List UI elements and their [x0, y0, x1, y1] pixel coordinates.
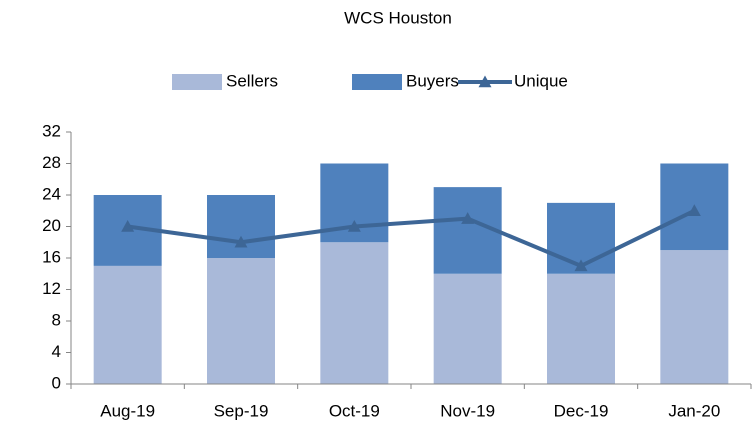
bar [207, 258, 275, 384]
bar [207, 195, 275, 258]
bar [433, 273, 502, 384]
bar [433, 187, 502, 274]
line-marker [234, 235, 248, 248]
line-marker [121, 220, 135, 232]
x-tick-label: Jan-20 [668, 401, 720, 420]
y-tick-label: 24 [42, 184, 61, 203]
y-tick-label: 8 [52, 310, 61, 329]
x-tick-label: Nov-19 [440, 401, 495, 420]
x-tick-label: Sep-19 [214, 401, 269, 420]
y-tick-label: 12 [42, 279, 61, 298]
bar [660, 250, 729, 384]
line-marker [687, 204, 701, 216]
chart-title: WCS Houston [344, 8, 452, 27]
y-tick-label: 28 [42, 153, 61, 172]
y-tick-label: 16 [42, 247, 61, 266]
line-series [127, 208, 696, 268]
x-tick-label: Dec-19 [554, 401, 609, 420]
legend-label: Unique [514, 71, 568, 90]
y-tick-label: 20 [42, 216, 61, 235]
y-tick-label: 32 [42, 121, 61, 140]
line-marker [347, 220, 361, 232]
legend-marker [478, 75, 492, 88]
bar [93, 265, 162, 384]
y-tick-label: 0 [52, 373, 61, 392]
legend-label: Sellers [226, 71, 278, 90]
legend-label: Buyers [406, 71, 459, 90]
y-tick-label: 4 [52, 342, 61, 361]
line-marker [574, 259, 588, 272]
bar [547, 273, 615, 384]
legend-swatch [352, 74, 402, 90]
bar [320, 242, 389, 384]
line-marker [461, 212, 475, 224]
x-tick-label: Aug-19 [100, 401, 155, 420]
legend-swatch [172, 74, 222, 90]
x-tick-label: Oct-19 [329, 401, 380, 420]
